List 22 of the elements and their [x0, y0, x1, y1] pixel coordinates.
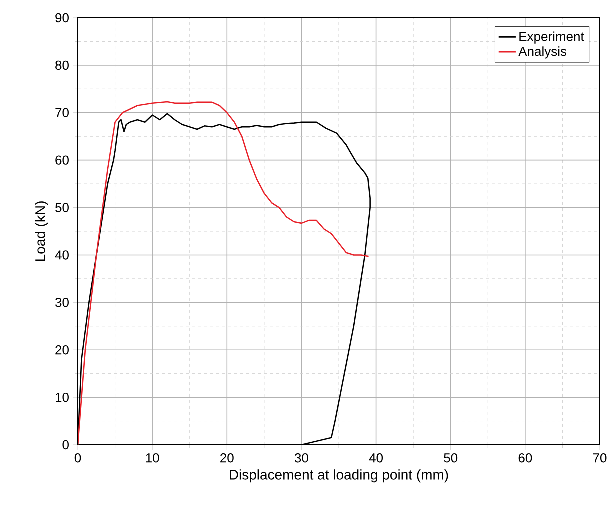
y-tick-label: 70	[56, 108, 69, 118]
x-tick-label: 70	[593, 454, 607, 463]
x-tick-label: 60	[518, 454, 532, 463]
y-tick-label: 10	[56, 392, 69, 402]
legend-label: Experiment	[520, 32, 584, 44]
y-tick-label: 50	[56, 203, 69, 212]
y-tick-label: 20	[56, 345, 69, 355]
y-tick-label: 80	[56, 60, 69, 70]
x-tick-label: 0	[74, 454, 82, 463]
legend-label: Analysis	[518, 46, 567, 59]
y-tick-label: 40	[55, 250, 69, 260]
x-tick-label: 50	[444, 454, 458, 463]
y-tick-label: 60	[56, 156, 69, 165]
x-axis-title: Displacement at loading point (mm)	[230, 470, 448, 483]
y-tick-label: 90	[56, 13, 69, 23]
y-tick-label: 30	[56, 298, 69, 308]
y-tick-label: 0	[62, 440, 69, 450]
x-tick-label: 10	[146, 454, 160, 463]
x-tick-label: 20	[220, 454, 234, 463]
y-axis-title: Load (kN)	[35, 202, 48, 262]
x-tick-label: 30	[294, 454, 308, 463]
x-tick-label: 40	[369, 454, 384, 463]
